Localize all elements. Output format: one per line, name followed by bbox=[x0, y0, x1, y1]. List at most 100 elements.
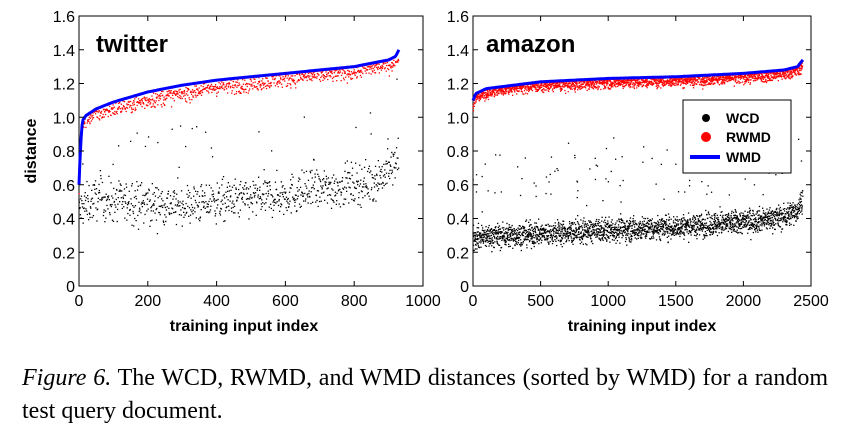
point-wcd bbox=[759, 215, 761, 217]
point-rwmd bbox=[495, 92, 498, 94]
point-wcd bbox=[527, 239, 529, 241]
point-wcd bbox=[778, 204, 780, 206]
point-wcd bbox=[236, 199, 238, 201]
point-wcd bbox=[388, 172, 390, 175]
point-wcd bbox=[693, 234, 696, 236]
point-wcd bbox=[195, 217, 197, 219]
point-wcd bbox=[774, 218, 777, 220]
point-wcd bbox=[253, 192, 255, 195]
point-wcd bbox=[582, 229, 584, 231]
point-wcd bbox=[799, 204, 802, 207]
point-rwmd bbox=[335, 69, 337, 71]
point-wcd bbox=[745, 221, 747, 223]
point-rwmd bbox=[496, 94, 498, 96]
point-wcd bbox=[637, 237, 639, 239]
point-wcd bbox=[519, 231, 521, 233]
point-rwmd bbox=[204, 88, 206, 90]
point-rwmd bbox=[485, 98, 487, 100]
point-rwmd bbox=[103, 116, 105, 118]
point-rwmd bbox=[270, 83, 272, 85]
point-wcd bbox=[299, 186, 302, 188]
point-wcd bbox=[262, 194, 264, 196]
point-wcd bbox=[647, 217, 649, 220]
point-wcd bbox=[709, 230, 711, 232]
point-wcd bbox=[705, 209, 707, 212]
point-wcd bbox=[492, 230, 494, 232]
point-wcd bbox=[763, 222, 765, 224]
point-wcd bbox=[735, 230, 737, 233]
point-wcd bbox=[361, 168, 363, 170]
point-wcd bbox=[692, 227, 694, 230]
point-wcd bbox=[352, 194, 354, 197]
point-rwmd bbox=[164, 98, 166, 100]
point-wcd bbox=[673, 234, 675, 236]
point-wcd bbox=[659, 219, 661, 221]
point-wcd bbox=[393, 167, 396, 169]
point-wcd bbox=[763, 223, 766, 225]
point-wcd bbox=[78, 201, 80, 203]
point-wcd bbox=[595, 236, 597, 238]
point-wcd bbox=[553, 230, 555, 233]
y-tick-label: 1.6 bbox=[53, 9, 75, 26]
point-rwmd bbox=[234, 84, 236, 86]
point-wcd bbox=[619, 221, 621, 223]
point-rwmd bbox=[146, 105, 148, 107]
point-rwmd bbox=[388, 75, 390, 77]
point-wcd bbox=[586, 229, 589, 231]
point-wcd bbox=[774, 214, 776, 216]
point-wcd bbox=[714, 224, 716, 226]
point-wcd bbox=[381, 171, 383, 173]
y-tick-label: 0.4 bbox=[53, 212, 75, 229]
point-wcd bbox=[541, 232, 544, 234]
point-wcd bbox=[378, 188, 380, 190]
point-wcd bbox=[137, 214, 139, 217]
point-wcd bbox=[685, 220, 687, 222]
point-rwmd bbox=[260, 89, 262, 91]
point-wcd bbox=[127, 203, 130, 205]
point-wcd bbox=[531, 230, 534, 232]
point-wcd bbox=[293, 197, 295, 200]
point-wcd bbox=[596, 218, 598, 221]
point-rwmd bbox=[216, 86, 218, 88]
point-wcd bbox=[528, 225, 531, 227]
point-wcd bbox=[651, 237, 653, 240]
point-wcd bbox=[129, 208, 131, 211]
point-wcd bbox=[801, 208, 803, 210]
point-wcd bbox=[681, 226, 683, 228]
point-wcd bbox=[734, 216, 736, 218]
point-wcd bbox=[181, 225, 183, 227]
point-wcd bbox=[525, 229, 527, 232]
point-wcd bbox=[733, 224, 735, 226]
point-wcd bbox=[186, 184, 189, 187]
point-rwmd bbox=[210, 88, 212, 90]
point-wcd bbox=[680, 233, 682, 235]
point-rwmd bbox=[484, 100, 486, 102]
point-wcd bbox=[714, 215, 716, 217]
point-rwmd bbox=[516, 89, 518, 91]
point-wcd bbox=[497, 238, 499, 240]
point-wcd bbox=[239, 184, 241, 186]
point-wcd bbox=[572, 233, 574, 235]
point-wcd bbox=[194, 199, 196, 202]
point-wcd bbox=[370, 170, 372, 172]
point-wcd bbox=[573, 233, 575, 235]
point-wcd bbox=[677, 219, 679, 221]
point-wcd bbox=[626, 234, 629, 236]
point-rwmd bbox=[236, 81, 238, 83]
point-rwmd bbox=[160, 92, 162, 95]
point-wcd bbox=[758, 205, 761, 208]
point-rwmd bbox=[495, 88, 497, 91]
point-rwmd bbox=[211, 91, 213, 94]
point-wcd bbox=[570, 235, 572, 237]
point-wcd bbox=[175, 198, 177, 200]
point-wcd bbox=[496, 242, 498, 244]
point-wcd bbox=[706, 214, 708, 216]
point-wcd bbox=[474, 234, 476, 236]
point-rwmd bbox=[231, 90, 233, 92]
point-wcd bbox=[504, 238, 506, 240]
point-rwmd bbox=[217, 87, 219, 90]
point-wcd bbox=[321, 186, 323, 189]
point-wcd bbox=[735, 211, 737, 213]
point-wcd bbox=[573, 234, 576, 236]
point-wcd bbox=[694, 218, 697, 221]
